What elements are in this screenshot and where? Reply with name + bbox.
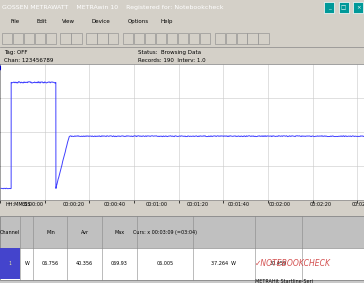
Text: 00:02:20: 00:02:20 — [310, 202, 332, 207]
Text: Status:  Browsing Data: Status: Browsing Data — [138, 50, 201, 55]
Text: 1: 1 — [9, 261, 12, 266]
Text: Options: Options — [127, 20, 149, 24]
Bar — [237, 33, 247, 44]
Bar — [200, 33, 210, 44]
Bar — [156, 33, 166, 44]
Text: 37.264  W: 37.264 W — [211, 261, 236, 266]
Bar — [108, 33, 118, 44]
Text: Device: Device — [91, 20, 110, 24]
Text: Help: Help — [160, 20, 173, 24]
Text: 00:01:20: 00:01:20 — [186, 202, 209, 207]
Bar — [60, 33, 71, 44]
Text: 30.459: 30.459 — [270, 261, 287, 266]
Bar — [167, 33, 177, 44]
Text: 00:02:40: 00:02:40 — [351, 202, 364, 207]
Text: Tag: OFF: Tag: OFF — [4, 50, 27, 55]
Text: File: File — [11, 20, 20, 24]
Bar — [0, 248, 364, 280]
Bar — [97, 33, 107, 44]
Bar — [324, 2, 334, 13]
Text: □: □ — [341, 5, 346, 10]
Text: 00:02:00: 00:02:00 — [269, 202, 291, 207]
Bar — [86, 33, 96, 44]
Bar — [71, 33, 82, 44]
Text: Records: 190  Interv: 1.0: Records: 190 Interv: 1.0 — [138, 58, 206, 63]
Bar — [145, 33, 155, 44]
Text: Edit: Edit — [36, 20, 47, 24]
Text: 40.356: 40.356 — [76, 261, 93, 266]
Text: 00:00:20: 00:00:20 — [63, 202, 85, 207]
Bar — [215, 33, 225, 44]
Bar — [46, 33, 56, 44]
Bar — [13, 33, 23, 44]
Text: 1: 1 — [9, 261, 12, 266]
Bar — [339, 2, 349, 13]
Text: METRAHit Startline-Seri: METRAHit Startline-Seri — [255, 279, 313, 283]
Bar — [248, 33, 258, 44]
Text: W: W — [24, 261, 29, 266]
Text: Max: Max — [114, 230, 124, 235]
Text: 00:01:40: 00:01:40 — [228, 202, 250, 207]
Text: 06.005: 06.005 — [156, 261, 173, 266]
Text: 00:00:40: 00:00:40 — [104, 202, 126, 207]
Bar — [0, 216, 364, 248]
Text: 06.756: 06.756 — [42, 261, 59, 266]
Bar — [35, 33, 45, 44]
Text: _: _ — [328, 5, 331, 10]
Bar — [0, 248, 20, 279]
Bar — [258, 33, 269, 44]
Bar — [24, 33, 34, 44]
Text: Min: Min — [46, 230, 55, 235]
Bar — [134, 33, 145, 44]
Bar — [353, 2, 363, 13]
Text: 00:01:00: 00:01:00 — [145, 202, 167, 207]
Text: Avr: Avr — [80, 230, 89, 235]
Text: View: View — [62, 20, 75, 24]
Text: HH:MM:SS: HH:MM:SS — [5, 202, 31, 207]
Text: Channel: Channel — [0, 230, 20, 235]
Text: GOSSEN METRAWATT    METRAwin 10    Registered for: Notebookcheck: GOSSEN METRAWATT METRAwin 10 Registered … — [2, 5, 223, 10]
Text: 00:00:00: 00:00:00 — [22, 202, 44, 207]
Text: ✓NOTEBOOKCHECK: ✓NOTEBOOKCHECK — [255, 260, 331, 269]
Bar — [2, 33, 12, 44]
Bar — [226, 33, 236, 44]
Bar — [189, 33, 199, 44]
Bar — [123, 33, 134, 44]
Text: 069.93: 069.93 — [111, 261, 128, 266]
Text: ×: × — [356, 5, 360, 10]
Bar — [0, 280, 364, 283]
Bar — [178, 33, 188, 44]
Text: Curs: x 00:03:09 (=03:04): Curs: x 00:03:09 (=03:04) — [133, 230, 197, 235]
Text: Chan: 123456789: Chan: 123456789 — [4, 58, 53, 63]
